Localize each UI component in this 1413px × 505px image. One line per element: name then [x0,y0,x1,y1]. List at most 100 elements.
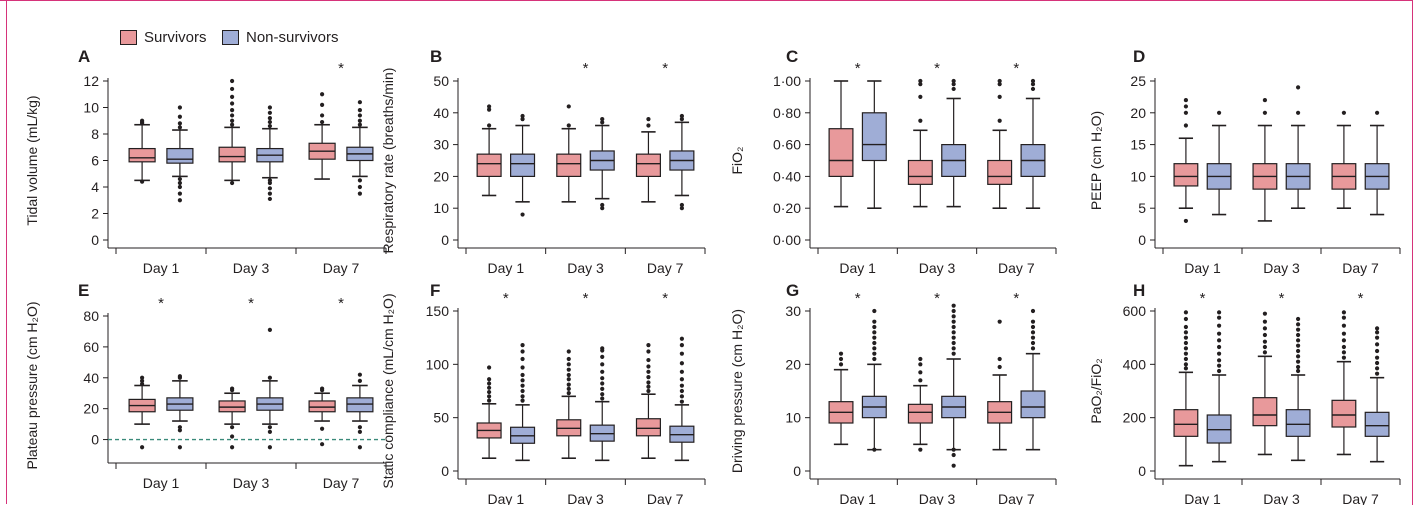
outlier-point [230,386,235,391]
y-tick-label: 150 [426,303,450,319]
box-non-survivors-day-1 [510,113,536,217]
outlier-point [1030,346,1036,351]
box-survivors-day-1 [1173,97,1199,224]
y-tick-label: 40 [83,370,99,386]
outlier-point [357,122,362,127]
box [166,147,194,164]
outlier-point [520,388,525,394]
outlier-point [918,378,923,383]
outlier-point [997,94,1002,99]
x-tick-label: Day 3 [1263,491,1300,505]
box-non-survivors-day-3 [589,117,615,211]
x-tick-label: Day 3 [567,260,604,276]
outlier-point [140,375,145,380]
significance-star: * [662,290,668,307]
outlier-point [177,125,182,130]
outlier-point [951,346,956,351]
outlier-point [1216,315,1222,320]
outlier-point [1183,310,1189,315]
panel-letter: G [786,281,799,300]
outlier-point [1183,218,1189,224]
outlier-point [951,340,956,346]
box-non-survivors-day-7 [669,113,695,211]
y-tick-label: 20 [785,356,801,372]
outlier-point [267,196,272,202]
x-tick-label: Day 1 [1184,491,1221,505]
outlier-point [1030,78,1036,84]
outlier-point [679,117,684,122]
box-non-survivors-day-7 [346,100,374,196]
y-tick-label: 0·20 [773,200,801,216]
box [556,153,582,177]
outlier-point [1216,310,1222,315]
y-tick-label: 0·60 [773,137,801,153]
box [987,159,1013,185]
y-tick-label: 1·00 [773,73,801,89]
significance-star: * [503,290,509,307]
x-tick-label: Day 7 [647,260,684,276]
outlier-point [1341,323,1347,328]
box-non-survivors-day-1 [166,105,194,203]
box-non-survivors-day-1 [1206,310,1232,463]
outlier-point [520,349,525,354]
outlier-point [140,118,145,123]
outlier-point [600,202,605,208]
outlier-point [320,442,325,447]
panel-d: D PEEP (cm H₂O) 0 5 10 15 20 25 Day 1 Day 3 Day 7 [1088,47,1401,276]
outlier-point [1216,363,1222,368]
outlier-point [267,375,272,380]
significance-star: * [1013,60,1019,77]
outlier-point [951,463,956,468]
box-survivors-day-7 [1331,110,1357,209]
significance-star: * [934,290,940,307]
box-non-survivors-day-7 [1364,326,1390,463]
panel-f: F Static compliance (mL/cm H₂O) 0 50 100 150 D… [380,281,706,505]
outlier-point [679,383,684,388]
outlier-point [357,113,362,118]
outlier-point [646,380,651,385]
outlier-point [520,365,525,370]
x-tick-label: Day 1 [488,491,525,505]
significance-star: * [338,295,344,312]
outlier-point [267,191,272,196]
outlier-point [1374,326,1380,331]
outlier-point [140,179,145,184]
outlier-point [951,82,956,87]
outlier-point [1030,86,1036,92]
outlier-point [357,108,362,113]
outlier-point [646,364,651,369]
outlier-point [520,212,525,217]
outlier-point [566,104,571,109]
legend-swatch-non-survivors [222,30,239,45]
box [861,112,887,162]
outlier-point [600,346,605,351]
outlier-point [230,445,235,450]
outlier-point [520,356,525,362]
significance-star: * [1279,290,1285,307]
outlier-point [566,362,571,367]
y-tick-label: 30 [785,303,801,319]
outlier-point [267,429,272,434]
outlier-point [1030,335,1036,340]
outlier-point [1183,351,1189,356]
outlier-point [230,86,235,92]
outlier-point [177,121,182,126]
box-non-survivors-day-7 [346,372,374,450]
outlier-point [357,445,362,450]
box [1331,399,1357,428]
outlier-point [1183,330,1189,335]
y-tick-label: 20 [1130,105,1146,121]
panel-letter: A [78,47,90,66]
x-tick-label: Day 3 [233,260,270,276]
outlier-point [1295,110,1301,115]
outlier-point [320,102,325,107]
box-non-survivors-day-7 [1364,110,1390,216]
outlier-point [230,94,235,99]
outlier-point [1183,366,1189,371]
significance-star: * [583,60,589,77]
outlier-point [357,378,362,383]
outlier-point [1262,339,1268,344]
box-survivors-day-7 [987,319,1013,451]
box-survivors-day-1 [828,351,854,446]
outlier-point [320,119,325,125]
